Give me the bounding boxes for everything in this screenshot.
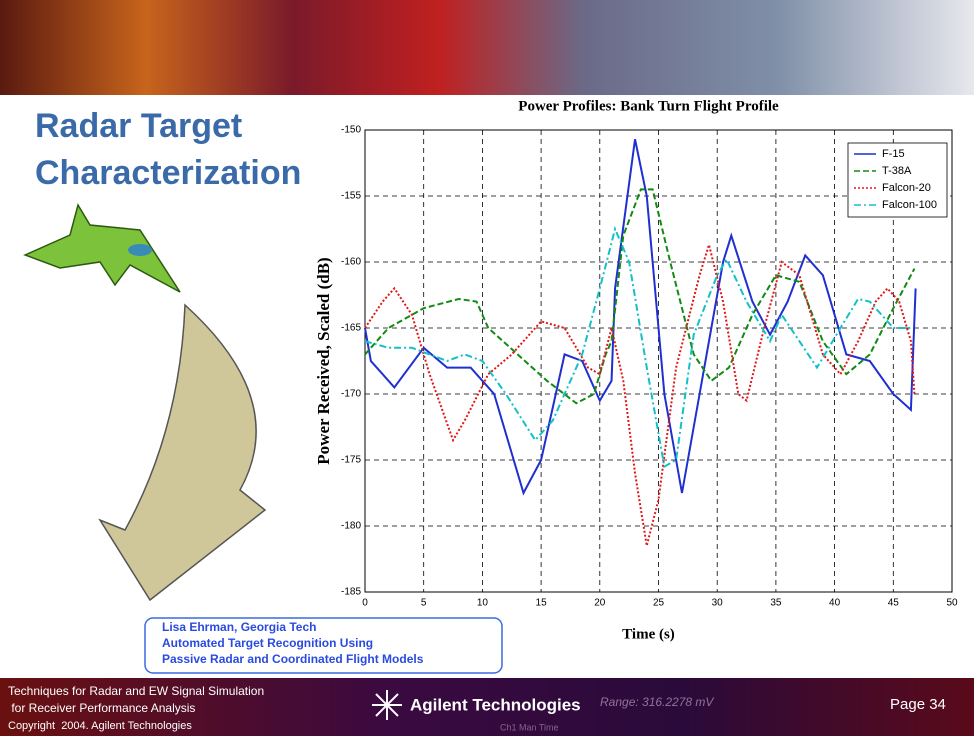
citation-box — [144, 617, 503, 674]
y-tick-label: -160 — [341, 257, 361, 268]
y-tick-label: -150 — [341, 125, 361, 136]
legend-label: Falcon-100 — [882, 199, 937, 211]
footer-band — [0, 678, 974, 736]
footer-text: Copyright 2004. Agilent Technologies — [8, 720, 192, 732]
logo-spark — [372, 690, 402, 720]
logo-text: Agilent Technologies — [410, 695, 581, 714]
header-banner — [0, 0, 974, 95]
y-tick-label: -170 — [341, 389, 361, 400]
chart-title: Power Profiles: Bank Turn Flight Profile — [518, 98, 779, 114]
x-tick-label: 0 — [362, 598, 368, 609]
x-tick-label: 10 — [477, 598, 489, 609]
x-tick-label: 40 — [829, 598, 841, 609]
series-line — [364, 225, 911, 469]
jet-icon — [23, 203, 181, 293]
y-tick-label: -165 — [341, 323, 361, 334]
page-number: Page 34 — [890, 696, 946, 713]
x-tick-label: 30 — [712, 598, 724, 609]
banner-text: Range: 316.2278 mV — [600, 695, 714, 709]
legend-label: T-38A — [882, 165, 912, 177]
slide-title: Characterization — [35, 154, 301, 192]
x-axis-label: Time (s) — [622, 626, 675, 642]
x-tick-label: 5 — [421, 598, 427, 609]
legend-label: Falcon-20 — [882, 182, 931, 194]
x-tick-label: 25 — [653, 598, 665, 609]
banner-text: Ch1 Man Time — [500, 722, 559, 732]
footer-text: for Receiver Performance Analysis — [8, 701, 195, 715]
x-tick-label: 35 — [770, 598, 782, 609]
legend-label: F-15 — [882, 148, 905, 160]
series-line — [364, 188, 916, 405]
citation: Passive Radar and Coordinated Flight Mod… — [162, 652, 424, 666]
x-tick-label: 50 — [946, 598, 958, 609]
series-line — [364, 241, 916, 547]
y-tick-label: -155 — [341, 191, 361, 202]
y-tick-label: -185 — [341, 587, 361, 598]
y-axis-label: Power Received, Scaled (dB) — [314, 257, 333, 464]
citation: Lisa Ehrman, Georgia Tech — [162, 620, 317, 634]
x-tick-label: 20 — [594, 598, 606, 609]
x-tick-label: 45 — [888, 598, 900, 609]
x-tick-label: 15 — [536, 598, 548, 609]
footer-text: Techniques for Radar and EW Signal Simul… — [8, 684, 264, 698]
slide-title: Radar Target — [35, 107, 242, 145]
curved-arrow — [98, 303, 267, 602]
citation: Automated Target Recognition Using — [162, 636, 373, 650]
series-line — [364, 139, 917, 496]
y-tick-label: -180 — [341, 521, 361, 532]
y-tick-label: -175 — [341, 455, 361, 466]
chart: Power Profiles: Bank Turn Flight Profile… — [314, 98, 958, 642]
